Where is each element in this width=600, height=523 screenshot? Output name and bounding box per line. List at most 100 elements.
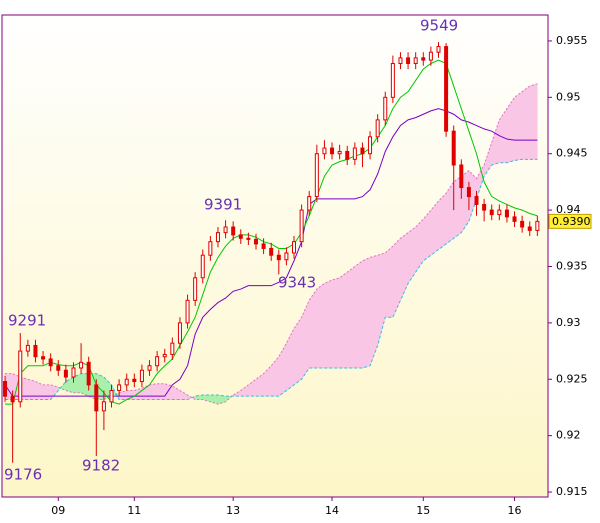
- cloud: [149, 383, 158, 400]
- x-tick-label: 11: [127, 504, 141, 517]
- candle-body: [25, 344, 30, 352]
- candle-body: [33, 344, 38, 358]
- y-tick-label: 0.95: [556, 90, 581, 103]
- candle-body: [261, 243, 266, 249]
- candle-body: [398, 57, 403, 64]
- candle-body: [314, 153, 319, 198]
- candle-body: [421, 57, 426, 61]
- annotation: 9549: [420, 17, 458, 35]
- y-tick-label: 0.955: [556, 34, 588, 47]
- y-tick-label: 0.94: [556, 203, 581, 216]
- cloud: [445, 181, 454, 245]
- plot-area: [3, 42, 540, 463]
- candle-body: [368, 136, 373, 155]
- candle-body: [345, 150, 350, 160]
- candle-body: [48, 358, 53, 367]
- candle-body: [512, 216, 517, 222]
- cloud: [521, 85, 530, 160]
- candle-body: [444, 46, 449, 132]
- candle-body: [10, 395, 15, 403]
- candle-body: [223, 226, 228, 234]
- candle-body: [428, 51, 433, 61]
- annotation: 9343: [278, 274, 316, 292]
- y-tick-label: 0.92: [556, 429, 581, 442]
- cloud: [339, 271, 348, 369]
- cloud: [346, 265, 356, 369]
- last-price-label: 0.9390: [552, 215, 591, 228]
- candle-body: [330, 147, 335, 155]
- cloud: [156, 383, 165, 400]
- x-tick-label: 13: [226, 504, 240, 517]
- candle-body: [466, 187, 471, 198]
- cloud: [316, 282, 325, 369]
- candle-body: [489, 209, 494, 216]
- annotation: 9291: [8, 312, 46, 330]
- candle-body: [63, 369, 68, 378]
- candle-body: [56, 365, 61, 371]
- candle-body: [504, 209, 509, 218]
- candle-body: [132, 378, 137, 383]
- candle-body: [535, 220, 540, 231]
- cloud: [529, 83, 538, 160]
- cloud: [308, 288, 318, 369]
- candle-body: [101, 401, 106, 412]
- y-tick-label: 0.915: [556, 485, 588, 498]
- candle-body: [147, 365, 152, 371]
- candle-body: [451, 130, 456, 166]
- candle-body: [124, 378, 129, 386]
- x-tick-label: 16: [508, 504, 522, 517]
- candle-body: [86, 361, 91, 386]
- candle-body: [155, 356, 160, 367]
- candle-body: [18, 350, 23, 403]
- y-tick-label: 0.93: [556, 316, 581, 329]
- candle-body: [459, 164, 464, 189]
- plot-background: [2, 15, 548, 497]
- x-tick-label: 15: [416, 504, 430, 517]
- candle-body: [208, 241, 213, 256]
- candle-body: [71, 367, 76, 378]
- candle-body: [322, 147, 327, 155]
- candle-body: [269, 247, 274, 256]
- cloud: [506, 96, 515, 164]
- candle-body: [185, 299, 190, 324]
- cloud: [438, 192, 447, 251]
- y-tick-label: 0.935: [556, 259, 588, 272]
- cloud: [385, 245, 394, 318]
- candle-body: [238, 234, 243, 239]
- candle-body: [527, 226, 532, 231]
- candle-body: [390, 62, 395, 98]
- annotation: 9182: [82, 457, 120, 475]
- x-tick-label: 14: [325, 504, 339, 517]
- candle-body: [474, 196, 479, 205]
- y-tick-label: 0.945: [556, 147, 588, 160]
- span-a-line: [5, 83, 538, 405]
- candle-body: [109, 390, 114, 403]
- candle-body: [94, 384, 99, 412]
- cloud: [430, 200, 439, 256]
- candle-body: [177, 322, 182, 344]
- candle-body: [413, 57, 418, 64]
- candle-body: [383, 96, 388, 121]
- cloud: [35, 381, 44, 400]
- candle-body: [292, 241, 297, 254]
- cloud: [362, 257, 371, 369]
- candle-body: [360, 147, 365, 155]
- candle-body: [200, 254, 205, 279]
- candle-body: [139, 369, 144, 383]
- candle-body: [276, 254, 281, 261]
- cloud: [324, 279, 333, 369]
- candle-body: [406, 57, 411, 64]
- candle-body: [253, 238, 258, 245]
- candle-body: [215, 232, 220, 243]
- candle-body: [3, 381, 8, 397]
- candle-body: [117, 384, 122, 392]
- x-tick-label: 09: [51, 504, 65, 517]
- annotation: 9176: [4, 466, 42, 484]
- candle-body: [299, 209, 304, 243]
- candle-body: [497, 209, 502, 216]
- candle-body: [352, 147, 357, 160]
- kijun-line: [4, 108, 538, 397]
- candle-body: [436, 46, 441, 53]
